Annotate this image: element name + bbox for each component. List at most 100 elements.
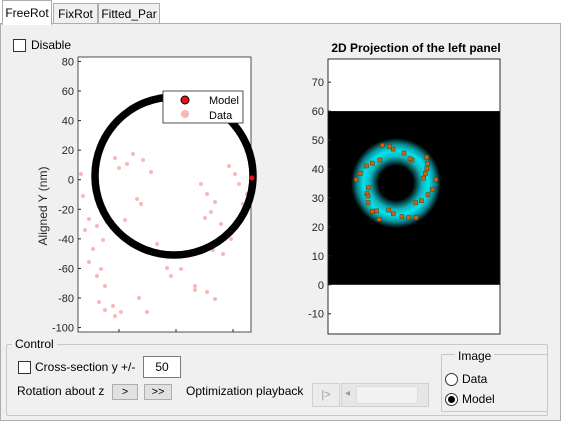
right-y-tick-label: -10 <box>308 309 324 321</box>
right-plot-title: 2D Projection of the left panel <box>331 41 500 55</box>
projection-point <box>407 156 413 162</box>
data-point <box>205 290 209 294</box>
data-points-layer <box>79 152 249 318</box>
playback-label: Optimization playback <box>186 384 304 398</box>
left-plot: 80 60 40 20 0 -20 -40 -60 -80 -100 Aligned Y (nm)… <box>36 56 257 335</box>
left-y-tick-label: -20 <box>58 204 74 216</box>
data-point <box>233 172 237 176</box>
image-data-label: Data <box>462 372 488 386</box>
image-model-radio[interactable] <box>445 393 458 406</box>
data-point <box>113 314 117 318</box>
data-point <box>199 182 203 186</box>
right-y-tick-label: 30 <box>312 193 324 205</box>
image-group <box>441 354 548 412</box>
data-point <box>123 218 127 222</box>
data-point <box>219 222 223 226</box>
right-plot: 2D Projection of the left panel 70 60 50 40… <box>308 41 501 335</box>
disable-checkbox[interactable] <box>13 39 26 52</box>
cross-section-checkbox[interactable] <box>18 361 31 374</box>
playback-slider[interactable]: ◂ <box>341 383 429 407</box>
tab-freerot[interactable]: FreeRot <box>2 0 52 25</box>
cross-section-label: Cross-section y +/- <box>35 360 136 374</box>
playback-button-label: |> <box>321 389 331 401</box>
left-y-tick-label: 60 <box>62 86 74 98</box>
projection-point <box>358 171 363 176</box>
rotate-fast-button[interactable]: >> <box>144 384 172 400</box>
projection-point <box>374 208 379 214</box>
projection-point <box>430 187 435 192</box>
right-y-tick-label: 0 <box>318 280 324 292</box>
left-y-tick-label: -40 <box>58 234 74 246</box>
right-y-tick-label: 40 <box>312 164 324 176</box>
data-point <box>95 274 99 278</box>
slider-left-arrow[interactable]: ◂ <box>345 388 351 399</box>
image-group-title: Image <box>455 349 495 363</box>
playback-button[interactable]: |> <box>312 383 340 407</box>
cross-section-input[interactable]: 50 <box>143 356 181 378</box>
projection-point <box>399 214 405 219</box>
legend-box <box>162 90 244 124</box>
left-y-tick-label: 40 <box>62 116 74 128</box>
data-point <box>101 238 105 242</box>
model-marker-point <box>249 175 255 181</box>
image-data-radio[interactable] <box>445 373 458 386</box>
rotate-fast-label: >> <box>151 386 165 398</box>
left-y-tick-label: 80 <box>62 56 74 68</box>
left-y-tick-label: -60 <box>58 263 74 275</box>
legend-model-marker <box>180 95 190 105</box>
data-point <box>209 210 213 214</box>
right-y-tick-label: 20 <box>312 222 324 234</box>
left-y-tick-label: -80 <box>58 293 74 305</box>
data-point <box>213 200 217 204</box>
projection-point <box>365 200 371 205</box>
data-point <box>155 242 159 246</box>
tab-freerot-label: FreeRot <box>5 6 49 20</box>
tab-fixrot[interactable]: FixRot <box>53 3 98 24</box>
projection-point <box>421 175 426 181</box>
data-point <box>139 202 143 206</box>
tab-bar: FreeRot FixRot Fitted_Par <box>0 0 563 25</box>
right-y-ticks: 70 60 50 40 30 20 10 0 -10 <box>308 77 331 321</box>
data-point <box>229 237 233 241</box>
freerot-panel: Disable 80 60 40 20 0 -20 -40 -60 -80 -100 Aligne… <box>0 23 561 421</box>
projection-point <box>386 207 392 213</box>
disable-label: Disable <box>31 38 72 52</box>
data-point <box>237 182 241 186</box>
image-model-label: Model <box>462 392 495 406</box>
data-point <box>103 284 107 288</box>
projection-point <box>365 193 371 199</box>
rotate-step-button[interactable]: > <box>112 384 138 400</box>
legend-data-label: Data <box>209 110 233 122</box>
projection-point <box>390 146 396 152</box>
projection-point <box>425 161 430 166</box>
data-point <box>111 304 115 308</box>
rotation-label: Rotation about z <box>17 384 105 398</box>
legend: Model Data <box>162 90 244 124</box>
data-point <box>169 274 173 278</box>
left-y-ticks: 80 60 40 20 0 -20 -40 -60 -80 -100 <box>52 56 81 335</box>
right-y-tick-label: 50 <box>312 135 324 147</box>
data-point <box>213 297 217 301</box>
data-point <box>141 158 145 162</box>
data-point <box>83 228 87 232</box>
legend-data-marker <box>181 110 189 118</box>
data-point <box>135 197 139 201</box>
data-point <box>145 310 149 314</box>
projection-point <box>391 211 396 217</box>
projection-point <box>370 160 375 166</box>
data-point <box>81 194 85 198</box>
left-y-axis-label: Aligned Y (nm) <box>36 167 50 246</box>
right-plot-frame <box>327 58 501 335</box>
control-group-title: Control <box>12 337 57 351</box>
data-point <box>137 296 141 300</box>
data-point <box>193 284 197 288</box>
tab-fitted-par-label: Fitted_Par <box>101 7 157 21</box>
projection-point <box>376 217 382 222</box>
projection-point <box>364 163 369 169</box>
right-y-tick-label: 10 <box>312 251 324 263</box>
tab-fitted-par[interactable]: Fitted_Par <box>98 3 160 24</box>
slider-thumb[interactable] <box>356 386 418 404</box>
projection-point <box>424 155 429 160</box>
projection-point <box>419 198 424 204</box>
projection-point <box>401 150 407 156</box>
